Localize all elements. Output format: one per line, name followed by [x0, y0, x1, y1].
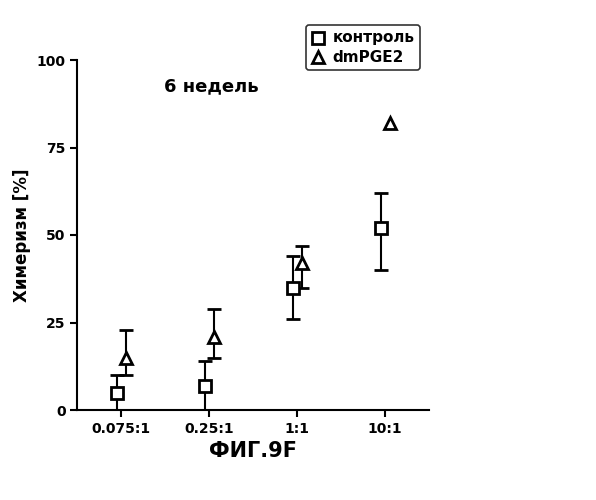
Text: 6 недель: 6 недель: [164, 78, 259, 96]
Legend: контроль, dmPGE2: контроль, dmPGE2: [306, 25, 420, 70]
Y-axis label: Химеризм [%]: Химеризм [%]: [13, 168, 31, 302]
X-axis label: ФИГ.9F: ФИГ.9F: [209, 442, 297, 462]
